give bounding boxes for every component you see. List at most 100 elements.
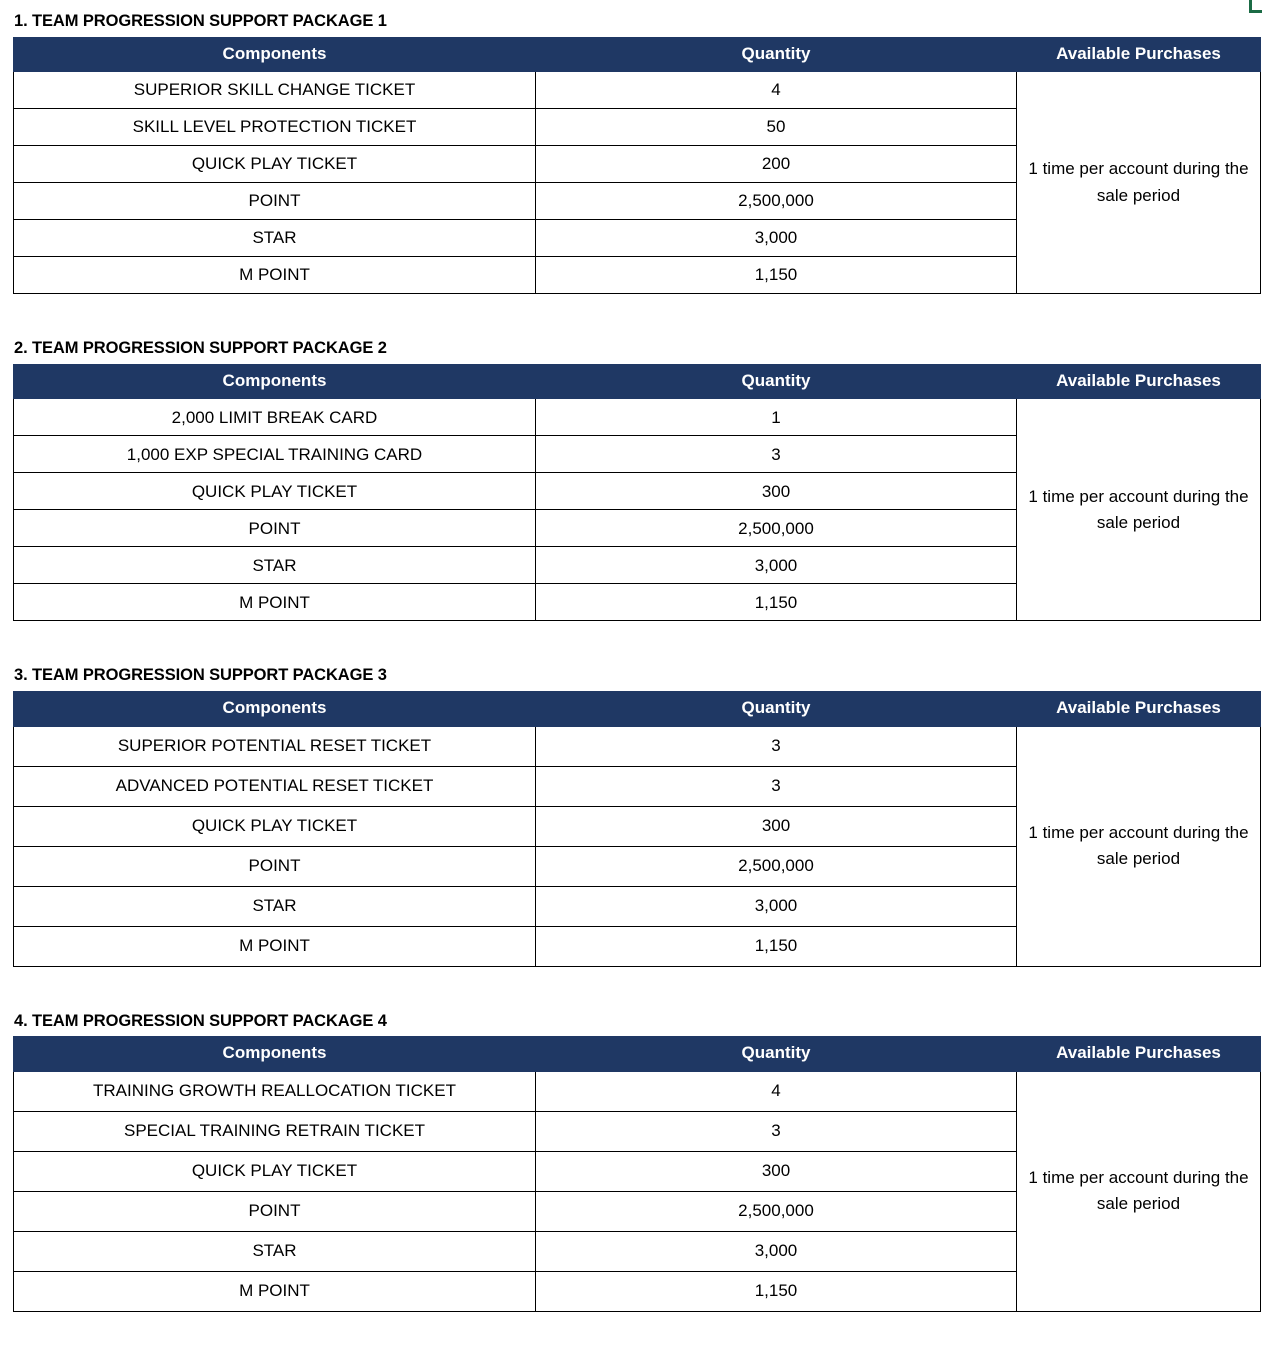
component-name: POINT (13, 509, 536, 548)
table-row: STAR 3,000 (13, 546, 1261, 585)
table-header-row: Components Quantity Available Purchases (13, 36, 1261, 73)
column-header-components: Components (13, 363, 536, 400)
column-header-components: Components (13, 36, 536, 73)
component-quantity: 2,500,000 (535, 509, 1017, 548)
component-name: TRAINING GROWTH REALLOCATION TICKET (13, 1070, 536, 1112)
component-name: QUICK PLAY TICKET (13, 805, 536, 847)
section-gap (0, 621, 1272, 667)
component-quantity: 1,150 (535, 1270, 1017, 1312)
available-purchases-note: 1 time per account during the sale perio… (1016, 398, 1261, 622)
table-header-row: Components Quantity Available Purchases (13, 690, 1261, 727)
component-quantity: 300 (535, 472, 1017, 511)
component-quantity: 50 (535, 108, 1017, 147)
package-block-4: 4. TEAM PROGRESSION SUPPORT PACKAGE 4 Co… (0, 1013, 1272, 1312)
column-header-available-purchases: Available Purchases (1016, 1036, 1261, 1072)
component-name: SPECIAL TRAINING RETRAIN TICKET (13, 1110, 536, 1152)
component-quantity: 2,500,000 (535, 1190, 1017, 1232)
table-row: M POINT 1,150 (13, 583, 1261, 622)
table-row: TRAINING GROWTH REALLOCATION TICKET 4 1 … (13, 1070, 1261, 1312)
table-row: 2,000 LIMIT BREAK CARD 1 1 time per acco… (13, 398, 1261, 622)
component-quantity: 3,000 (535, 546, 1017, 585)
crop-mark-icon (1249, 0, 1262, 13)
component-name: M POINT (13, 583, 536, 622)
available-purchases-note: 1 time per account during the sale perio… (1016, 1070, 1261, 1312)
component-quantity: 1,150 (535, 256, 1017, 295)
package-block-2: 2. TEAM PROGRESSION SUPPORT PACKAGE 2 Co… (0, 339, 1272, 622)
column-header-available-purchases: Available Purchases (1016, 690, 1261, 727)
component-quantity: 2,500,000 (535, 182, 1017, 221)
component-name: QUICK PLAY TICKET (13, 145, 536, 184)
document-page: 1. TEAM PROGRESSION SUPPORT PACKAGE 1 Co… (0, 0, 1272, 1312)
component-quantity: 4 (535, 1070, 1017, 1112)
component-quantity: 1,150 (535, 583, 1017, 622)
component-name: SUPERIOR SKILL CHANGE TICKET (13, 71, 536, 110)
available-purchases-note: 1 time per account during the sale perio… (1016, 71, 1261, 295)
component-quantity: 2,500,000 (535, 845, 1017, 887)
table-row: M POINT 1,150 (13, 1270, 1261, 1312)
table-row: SKILL LEVEL PROTECTION TICKET 50 (13, 108, 1261, 147)
component-quantity: 3,000 (535, 219, 1017, 258)
component-name: POINT (13, 182, 536, 221)
package-table-1: Components Quantity Available Purchases … (13, 36, 1261, 295)
package-table-2: Components Quantity Available Purchases … (13, 363, 1261, 622)
component-name: STAR (13, 1230, 536, 1272)
package-table-3: Components Quantity Available Purchases … (13, 690, 1261, 967)
package-title-1: 1. TEAM PROGRESSION SUPPORT PACKAGE 1 (14, 12, 387, 30)
table-header-row: Components Quantity Available Purchases (13, 363, 1261, 400)
table-header-row: Components Quantity Available Purchases (13, 1036, 1261, 1072)
column-header-quantity: Quantity (535, 363, 1017, 400)
table-row: STAR 3,000 (13, 1230, 1261, 1272)
component-name: 1,000 EXP SPECIAL TRAINING CARD (13, 435, 536, 474)
component-name: QUICK PLAY TICKET (13, 472, 536, 511)
column-header-available-purchases: Available Purchases (1016, 36, 1261, 73)
table-row: STAR 3,000 (13, 885, 1261, 927)
package-table-4: Components Quantity Available Purchases … (13, 1036, 1261, 1312)
table-row: M POINT 1,150 (13, 925, 1261, 967)
column-header-components: Components (13, 1036, 536, 1072)
table-row: POINT 2,500,000 (13, 182, 1261, 221)
component-name: 2,000 LIMIT BREAK CARD (13, 398, 536, 437)
component-quantity: 1,150 (535, 925, 1017, 967)
component-name: POINT (13, 1190, 536, 1232)
table-row: QUICK PLAY TICKET 300 (13, 805, 1261, 847)
component-quantity: 3,000 (535, 1230, 1017, 1272)
component-name: SKILL LEVEL PROTECTION TICKET (13, 108, 536, 147)
column-header-components: Components (13, 690, 536, 727)
component-quantity: 3,000 (535, 885, 1017, 927)
table-row: M POINT 1,150 (13, 256, 1261, 295)
package-title-2: 2. TEAM PROGRESSION SUPPORT PACKAGE 2 (14, 339, 387, 358)
component-name: SUPERIOR POTENTIAL RESET TICKET (13, 725, 536, 767)
component-quantity: 3 (535, 765, 1017, 807)
table-row: SUPERIOR POTENTIAL RESET TICKET 3 1 time… (13, 725, 1261, 967)
table-row: QUICK PLAY TICKET 200 (13, 145, 1261, 184)
available-purchases-note: 1 time per account during the sale perio… (1016, 725, 1261, 967)
component-quantity: 4 (535, 71, 1017, 110)
component-quantity: 300 (535, 805, 1017, 847)
table-row: SUPERIOR SKILL CHANGE TICKET 4 1 time pe… (13, 71, 1261, 295)
component-name: ADVANCED POTENTIAL RESET TICKET (13, 765, 536, 807)
component-name: STAR (13, 885, 536, 927)
component-quantity: 200 (535, 145, 1017, 184)
package-block-1: 1. TEAM PROGRESSION SUPPORT PACKAGE 1 Co… (0, 12, 1272, 295)
component-quantity: 300 (535, 1150, 1017, 1192)
component-name: STAR (13, 219, 536, 258)
component-quantity: 3 (535, 1110, 1017, 1152)
component-name: M POINT (13, 256, 536, 295)
component-quantity: 1 (535, 398, 1017, 437)
component-quantity: 3 (535, 435, 1017, 474)
section-gap (0, 967, 1272, 1013)
column-header-quantity: Quantity (535, 690, 1017, 727)
column-header-quantity: Quantity (535, 36, 1017, 73)
component-name: STAR (13, 546, 536, 585)
component-name: POINT (13, 845, 536, 887)
component-name: M POINT (13, 925, 536, 967)
table-row: SPECIAL TRAINING RETRAIN TICKET 3 (13, 1110, 1261, 1152)
component-name: QUICK PLAY TICKET (13, 1150, 536, 1192)
component-name: M POINT (13, 1270, 536, 1312)
table-row: STAR 3,000 (13, 219, 1261, 258)
package-block-3: 3. TEAM PROGRESSION SUPPORT PACKAGE 3 Co… (0, 666, 1272, 967)
package-title-3: 3. TEAM PROGRESSION SUPPORT PACKAGE 3 (14, 666, 387, 685)
package-title-4: 4. TEAM PROGRESSION SUPPORT PACKAGE 4 (14, 1011, 387, 1030)
table-row: 1,000 EXP SPECIAL TRAINING CARD 3 (13, 435, 1261, 474)
column-header-quantity: Quantity (535, 1036, 1017, 1072)
